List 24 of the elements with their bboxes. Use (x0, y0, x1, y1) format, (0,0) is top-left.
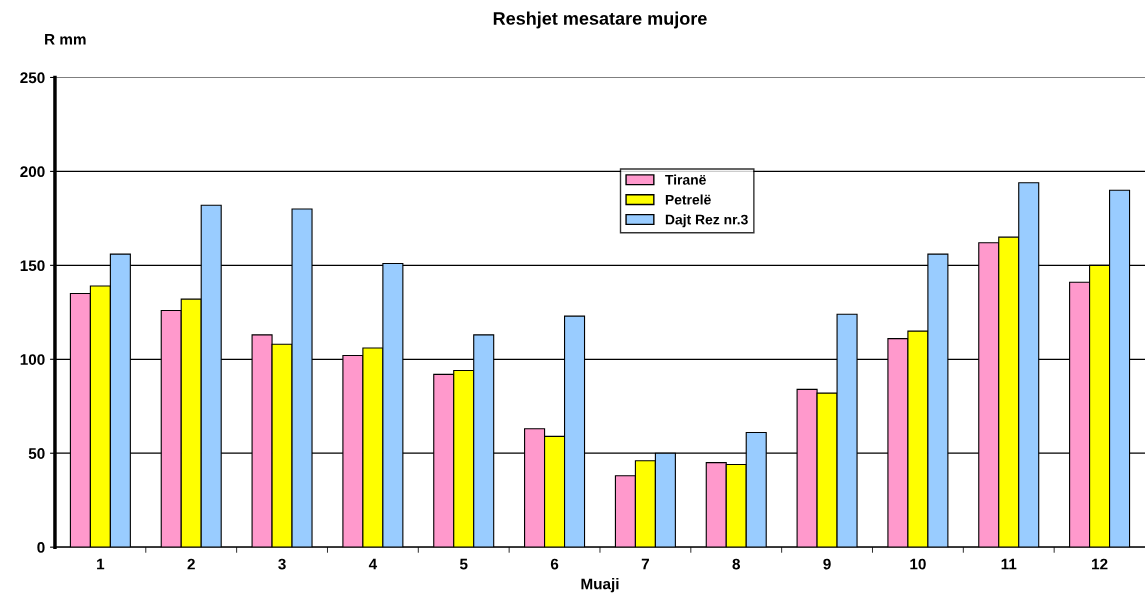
legend-label: Petrelë (665, 194, 711, 205)
legend-label: Dajt Rez nr.3 (665, 214, 748, 228)
x-axis-title: Muaji (581, 578, 619, 593)
y-tick-label: 50 (28, 448, 45, 459)
y-tick-label: 200 (20, 166, 45, 178)
legend-label: Tiranë (665, 174, 706, 185)
y-axis-title: R mm (45, 34, 86, 45)
x-tick-label: 1 (97, 558, 105, 570)
x-tick-label: 11 (1001, 558, 1017, 570)
x-tick-label: 9 (823, 558, 831, 570)
x-tick-label: 12 (1092, 558, 1108, 570)
x-tick-label: 7 (641, 558, 649, 570)
x-tick-label: 6 (550, 558, 559, 570)
x-tick-label: 3 (278, 558, 286, 570)
y-tick-label: 0 (37, 542, 45, 553)
x-tick-label: 10 (910, 558, 926, 570)
y-tick-label: 150 (20, 260, 45, 272)
x-tick-label: 5 (459, 558, 468, 570)
x-tick-label: 8 (732, 558, 741, 570)
y-tick-label: 100 (20, 354, 45, 365)
chart-title: Reshjet mesatare mujore (493, 11, 707, 29)
y-tick-label: 250 (20, 72, 45, 84)
x-tick-label: 4 (368, 558, 378, 570)
x-tick-label: 2 (187, 558, 195, 570)
